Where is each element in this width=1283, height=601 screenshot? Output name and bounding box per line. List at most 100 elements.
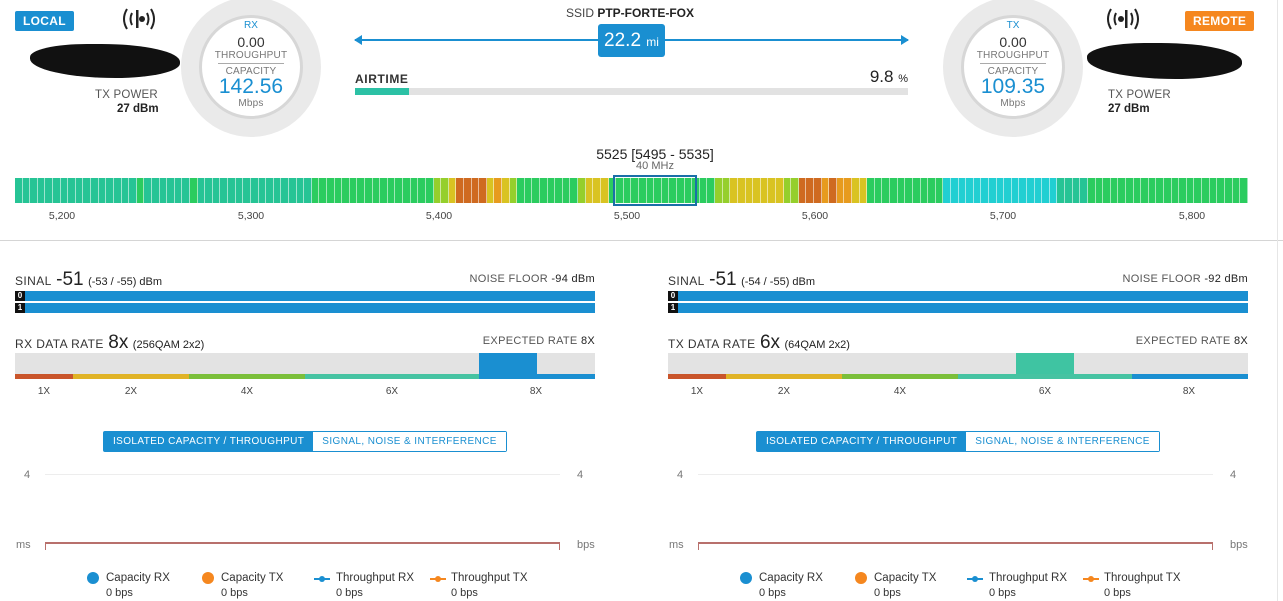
capacity-rx-dot-icon — [87, 572, 99, 584]
spectrum-bin — [912, 178, 921, 203]
spectrum-bin — [677, 178, 685, 203]
freq-tick: 5,800 — [1178, 210, 1206, 222]
rate-scale-label: 6X — [385, 386, 399, 397]
gauge-head: RX — [244, 20, 258, 31]
rate-scale-segment — [479, 374, 595, 379]
noise-floor: NOISE FLOOR -92 dBm — [1122, 273, 1248, 285]
y-axis-left-unit: ms — [669, 539, 684, 551]
spectrum-bin — [646, 178, 655, 203]
legend-capacity-tx[interactable]: Capacity TX — [221, 572, 284, 584]
spectrum-bin — [661, 178, 670, 203]
spectrum-bin — [1019, 178, 1028, 203]
spectrum-bin — [1049, 178, 1058, 203]
gauge-head: TX — [1006, 20, 1020, 31]
spectrum-bin — [174, 178, 183, 203]
legend-value: 0 bps — [1104, 587, 1131, 599]
spectrum-bin — [448, 178, 457, 203]
throughput-label: THROUGHPUT — [976, 50, 1050, 61]
spectrum-bin — [669, 178, 678, 203]
antenna-icon — [123, 8, 155, 30]
spectrum-bin — [456, 178, 464, 203]
spectrum-bin — [1103, 178, 1111, 203]
spectrum-bin — [631, 178, 639, 203]
spectrum-bin — [989, 178, 997, 203]
chain-label: 1 — [15, 303, 25, 313]
legend-capacity-rx[interactable]: Capacity RX — [759, 572, 823, 584]
spectrum-bin — [1240, 178, 1248, 203]
spectrum-bin — [106, 178, 114, 203]
spectrum-bin — [973, 178, 982, 203]
spectrum-bin — [441, 178, 449, 203]
spectrum-bin — [623, 178, 632, 203]
freq-tick: 5,700 — [989, 210, 1017, 222]
spectrum-bin — [60, 178, 69, 203]
throughput-tx-dot-icon — [1088, 576, 1094, 582]
spectrum-bin — [471, 178, 480, 203]
tx-capacity-gauge: TX 0.00 THROUGHPUT CAPACITY 109.35 Mbps — [943, 0, 1083, 137]
spectrum-bin — [836, 178, 845, 203]
remote-tx-power-value: 27 dBm — [1108, 103, 1150, 115]
chain-0-signal-bar — [15, 291, 595, 301]
rate-heading: TX DATA RATE 6x (64QAM 2x2) — [668, 332, 850, 353]
spectrum-bin — [562, 178, 571, 203]
chain-label: 1 — [668, 303, 678, 313]
tab-signal-noise[interactable]: SIGNAL, NOISE & INTERFERENCE — [966, 432, 1159, 451]
tab-signal-noise[interactable]: SIGNAL, NOISE & INTERFERENCE — [313, 432, 506, 451]
legend-throughput-tx[interactable]: Throughput TX — [451, 572, 528, 584]
legend-value: 0 bps — [336, 587, 363, 599]
spectrum-bin — [258, 178, 267, 203]
legend-capacity-rx[interactable]: Capacity RX — [106, 572, 170, 584]
spectrum-bin — [68, 178, 76, 203]
airtime-label: AIRTIME — [355, 72, 409, 86]
axis-tick — [1212, 542, 1213, 550]
frequency-title: 5525 [5495 - 5535] — [596, 146, 714, 162]
spectrum-bin — [212, 178, 221, 203]
tab-isolated-capacity[interactable]: ISOLATED CAPACITY / THROUGHPUT — [757, 432, 967, 451]
spectrum-bin — [813, 178, 822, 203]
rate-scale-segment — [726, 374, 842, 379]
spectrum-bin — [1156, 178, 1165, 203]
spectrum-bin — [1133, 178, 1142, 203]
spectrum-bin — [15, 178, 23, 203]
rate-scale-segment — [189, 374, 305, 379]
signal-heading: SINAL -51 (-53 / -55) dBm — [15, 269, 163, 290]
section-divider — [0, 240, 1283, 241]
rate-fill — [479, 353, 537, 374]
spectrum-bin — [403, 178, 411, 203]
spectrum-bin — [151, 178, 160, 203]
rate-scale-label: 2X — [777, 386, 791, 397]
spectrum-bin — [768, 178, 776, 203]
capacity-value: 109.35 — [980, 75, 1046, 98]
spectrum-bin — [737, 178, 746, 203]
legend-throughput-tx[interactable]: Throughput TX — [1104, 572, 1181, 584]
rate-scale-segment — [958, 374, 1132, 379]
rate-fill — [1016, 353, 1074, 374]
gridline — [698, 474, 1213, 475]
spectrum-bin — [509, 178, 518, 203]
spectrum-bin — [1034, 178, 1043, 203]
spectrum-bin — [1095, 178, 1104, 203]
spectrum-bin — [555, 178, 563, 203]
spectrum-bin — [1164, 178, 1172, 203]
frequency-spectrum[interactable] — [15, 178, 1248, 203]
spectrum-bin — [920, 178, 929, 203]
page-edge — [1277, 0, 1278, 601]
spectrum-bin — [326, 178, 335, 203]
spectrum-bin — [266, 178, 274, 203]
spectrum-bin — [578, 178, 586, 203]
legend-throughput-rx[interactable]: Throughput RX — [336, 572, 414, 584]
tab-isolated-capacity[interactable]: ISOLATED CAPACITY / THROUGHPUT — [104, 432, 314, 451]
legend-capacity-tx[interactable]: Capacity TX — [874, 572, 937, 584]
rate-scale-label: 4X — [893, 386, 907, 397]
spectrum-bin — [783, 178, 792, 203]
spectrum-bin — [425, 178, 434, 203]
chart-baseline — [698, 542, 1213, 544]
legend-value: 0 bps — [989, 587, 1016, 599]
spectrum-bin — [844, 178, 853, 203]
legend-throughput-rx[interactable]: Throughput RX — [989, 572, 1067, 584]
capacity-tx-dot-icon — [202, 572, 214, 584]
spectrum-bin — [197, 178, 206, 203]
spectrum-bin — [852, 178, 860, 203]
spectrum-bin — [882, 178, 891, 203]
axis-tick — [45, 542, 46, 550]
